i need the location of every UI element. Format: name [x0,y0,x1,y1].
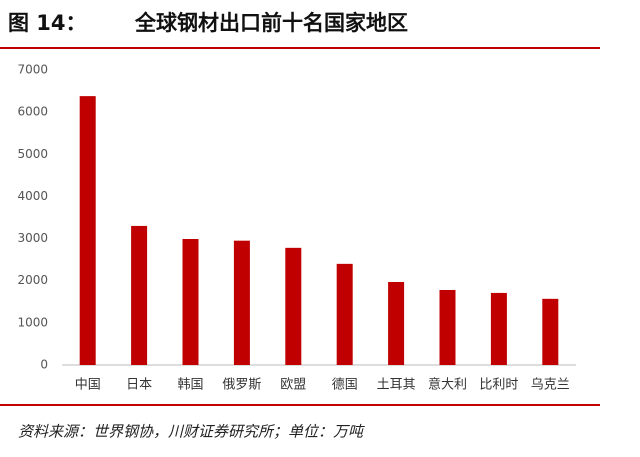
x-tick-label: 俄罗斯 [222,378,261,393]
y-tick-label: 0 [40,358,48,372]
bar [388,281,405,365]
x-tick-label: 意大利 [428,377,467,393]
y-tick-label: 2000 [17,273,48,287]
y-tick-label: 3000 [17,231,48,245]
x-tick-label: 土耳其 [377,378,416,393]
x-tick-label: 欧盟 [280,378,306,393]
x-tick-label: 乌克兰 [531,377,570,393]
source-note: 资料来源：世界钢协，川财证券研究所；单位：万吨 [18,423,365,441]
chart-title-label: 图 14： [8,11,87,35]
x-tick-label: 比利时 [479,378,518,393]
bar [233,240,250,365]
chart-title: 全球钢材出口前十名国家地区 [134,11,408,35]
x-tick-label: 韩国 [177,378,203,393]
bar [131,225,148,365]
y-tick-label: 1000 [17,315,48,329]
x-tick-label: 日本 [126,378,152,393]
bar [79,96,96,365]
bar [336,263,353,365]
bar [439,289,456,365]
bar [182,238,199,365]
y-tick-label: 4000 [17,189,48,203]
y-tick-label: 6000 [17,105,48,119]
bar [542,298,559,365]
x-tick-label: 德国 [332,378,358,393]
y-tick-label: 5000 [17,147,48,161]
y-tick-label: 7000 [17,63,48,77]
bar [285,247,302,365]
bar [490,292,507,365]
x-tick-label: 中国 [75,378,101,393]
